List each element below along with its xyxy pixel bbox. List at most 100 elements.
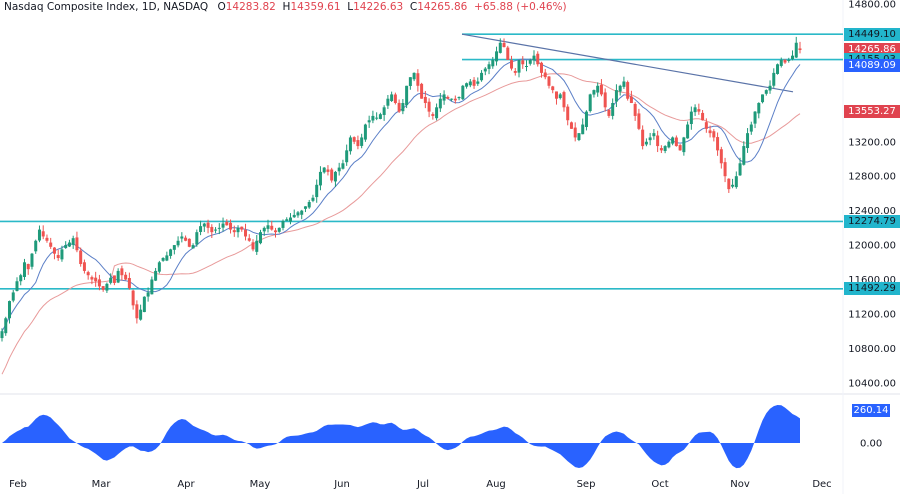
candle-up[interactable] bbox=[0, 331, 4, 339]
candle-down[interactable] bbox=[446, 96, 450, 99]
candle-up[interactable] bbox=[731, 184, 735, 187]
candle-up[interactable] bbox=[71, 238, 75, 245]
candle-down[interactable] bbox=[783, 59, 787, 63]
candle-up[interactable] bbox=[172, 245, 176, 250]
candle-up[interactable] bbox=[15, 281, 19, 291]
candle-up[interactable] bbox=[154, 270, 158, 281]
candle-down[interactable] bbox=[626, 82, 630, 99]
candle-down[interactable] bbox=[708, 130, 712, 134]
candle-down[interactable] bbox=[554, 91, 558, 99]
candle-up[interactable] bbox=[581, 124, 585, 135]
candle-up[interactable] bbox=[318, 171, 322, 186]
candle-up[interactable] bbox=[457, 96, 461, 99]
candle-down[interactable] bbox=[562, 92, 566, 108]
candle-up[interactable] bbox=[7, 301, 11, 319]
candle-down[interactable] bbox=[678, 145, 682, 151]
candle-down[interactable] bbox=[112, 275, 116, 283]
candle-down[interactable] bbox=[603, 92, 607, 108]
candle-up[interactable] bbox=[450, 98, 454, 100]
candle-down[interactable] bbox=[547, 76, 551, 86]
candle-up[interactable] bbox=[618, 85, 622, 92]
candle-down[interactable] bbox=[120, 268, 124, 276]
candle-up[interactable] bbox=[682, 137, 686, 153]
candle-up[interactable] bbox=[794, 42, 798, 58]
candle-up[interactable] bbox=[348, 137, 352, 152]
candle-up[interactable] bbox=[791, 55, 795, 60]
candle-up[interactable] bbox=[487, 64, 491, 69]
candle-up[interactable] bbox=[779, 59, 783, 66]
candle-up[interactable] bbox=[611, 103, 615, 116]
candle-up[interactable] bbox=[281, 220, 285, 228]
candle-down[interactable] bbox=[701, 112, 705, 121]
candle-up[interactable] bbox=[517, 59, 521, 73]
candle-up[interactable] bbox=[768, 85, 772, 91]
candle-down[interactable] bbox=[674, 137, 678, 147]
candle-up[interactable] bbox=[161, 257, 165, 261]
candle-down[interactable] bbox=[330, 169, 334, 181]
candle-up[interactable] bbox=[217, 227, 221, 229]
candle-up[interactable] bbox=[378, 114, 382, 119]
candle-up[interactable] bbox=[255, 240, 259, 252]
candle-up[interactable] bbox=[532, 55, 536, 61]
candle-up[interactable] bbox=[592, 90, 596, 95]
candle-down[interactable] bbox=[225, 221, 229, 226]
candle-up[interactable] bbox=[266, 225, 270, 229]
candle-up[interactable] bbox=[438, 98, 442, 109]
candle-up[interactable] bbox=[292, 214, 296, 218]
candle-down[interactable] bbox=[513, 71, 517, 73]
candle-up[interactable] bbox=[734, 176, 738, 188]
candle-down[interactable] bbox=[56, 255, 60, 258]
candle-up[interactable] bbox=[614, 90, 618, 102]
candle-down[interactable] bbox=[229, 222, 233, 230]
candle-up[interactable] bbox=[483, 68, 487, 72]
candle-up[interactable] bbox=[772, 72, 776, 86]
candle-up[interactable] bbox=[588, 94, 592, 112]
candle-up[interactable] bbox=[596, 85, 600, 93]
candle-down[interactable] bbox=[656, 135, 660, 147]
candle-down[interactable] bbox=[716, 137, 720, 151]
candle-down[interactable] bbox=[633, 103, 637, 116]
candle-up[interactable] bbox=[776, 64, 780, 74]
candle-down[interactable] bbox=[697, 109, 701, 112]
candle-down[interactable] bbox=[251, 242, 255, 250]
candle-down[interactable] bbox=[723, 162, 727, 177]
candle-down[interactable] bbox=[599, 84, 603, 95]
candle-up[interactable] bbox=[476, 81, 480, 84]
candle-up[interactable] bbox=[363, 124, 367, 140]
candle-down[interactable] bbox=[427, 101, 431, 112]
candle-down[interactable] bbox=[94, 277, 98, 282]
candle-up[interactable] bbox=[577, 133, 581, 140]
candle-up[interactable] bbox=[386, 98, 390, 106]
candle-down[interactable] bbox=[521, 60, 525, 65]
candle-down[interactable] bbox=[97, 279, 101, 287]
candle-down[interactable] bbox=[352, 137, 356, 142]
candle-down[interactable] bbox=[41, 231, 45, 237]
candle-up[interactable] bbox=[236, 227, 240, 233]
candle-up[interactable] bbox=[652, 133, 656, 137]
candle-up[interactable] bbox=[528, 59, 532, 64]
candle-up[interactable] bbox=[787, 59, 791, 61]
candle-up[interactable] bbox=[180, 236, 184, 239]
candle-up[interactable] bbox=[491, 59, 495, 67]
candle-up[interactable] bbox=[382, 107, 386, 115]
candle-up[interactable] bbox=[375, 117, 379, 119]
candle-down[interactable] bbox=[712, 131, 716, 138]
candle-up[interactable] bbox=[109, 277, 113, 283]
candle-down[interactable] bbox=[423, 96, 427, 104]
candle-up[interactable] bbox=[465, 83, 469, 87]
candle-up[interactable] bbox=[345, 150, 349, 163]
candle-up[interactable] bbox=[558, 94, 562, 99]
candle-down[interactable] bbox=[393, 94, 397, 104]
candle-down[interactable] bbox=[536, 53, 540, 65]
candle-up[interactable] bbox=[259, 232, 263, 244]
candle-down[interactable] bbox=[247, 238, 251, 241]
candle-up[interactable] bbox=[525, 65, 529, 67]
candle-up[interactable] bbox=[139, 309, 143, 320]
candle-down[interactable] bbox=[506, 47, 510, 60]
candle-up[interactable] bbox=[105, 283, 109, 291]
candle-up[interactable] bbox=[22, 262, 26, 277]
candle-down[interactable] bbox=[569, 122, 573, 129]
candle-down[interactable] bbox=[184, 237, 188, 241]
candle-up[interactable] bbox=[142, 296, 146, 313]
candle-down[interactable] bbox=[502, 42, 506, 48]
